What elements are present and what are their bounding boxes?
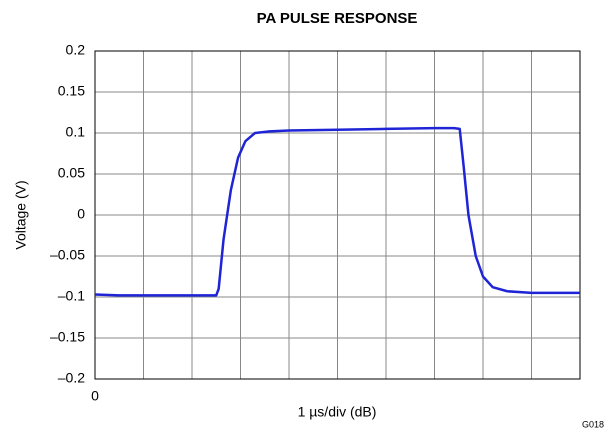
y-tick-label: 0.2	[66, 42, 86, 58]
y-axis-label: Voltage (V)	[13, 180, 29, 249]
plot-border	[94, 50, 581, 380]
chart-title: PA PULSE RESPONSE	[257, 10, 418, 27]
x-axis-label: 1 µs/div (dB)	[298, 404, 377, 420]
annotation: G018	[582, 419, 604, 429]
x-tick-label: 0	[91, 388, 99, 404]
y-tick-label: 0.15	[58, 83, 85, 99]
y-tick-label: –0.1	[58, 288, 85, 304]
line	[94, 126, 580, 297]
y-tick-label: –0.2	[58, 370, 85, 386]
y-tick-label: –0.05	[50, 247, 85, 263]
y-tick-label: –0.15	[50, 329, 85, 345]
y-tick-label: 0.1	[66, 124, 86, 140]
y-tick-label: 0	[77, 206, 85, 222]
y-tick-label: 0.05	[58, 165, 85, 181]
